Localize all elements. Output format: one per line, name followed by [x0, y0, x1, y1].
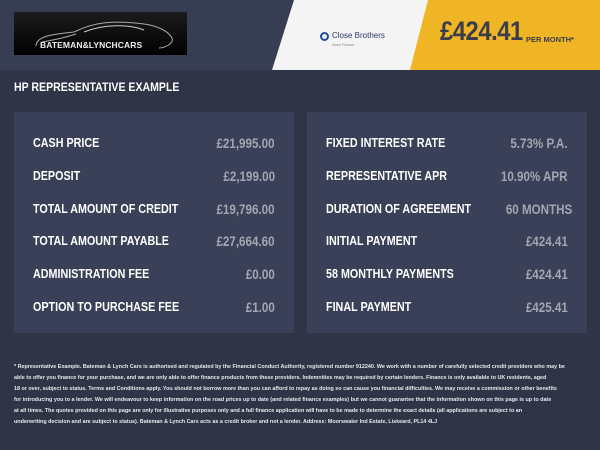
finance-row: OPTION TO PURCHASE FEE £1.00: [33, 297, 275, 317]
finance-row: INITIAL PAYMENT £424.41: [326, 231, 568, 251]
row-value: 5.73% P.A.: [510, 135, 568, 151]
row-label: ADMINISTRATION FEE: [33, 267, 150, 281]
row-label: OPTION TO PURCHASE FEE: [33, 300, 180, 314]
row-label: DEPOSIT: [33, 169, 81, 183]
finance-row: FINAL PAYMENT £425.41: [326, 297, 568, 317]
lender-name: Close Brothers: [332, 31, 385, 40]
finance-row: CASH PRICE £21,995.00: [33, 133, 275, 153]
row-value: £1.00: [245, 299, 275, 315]
row-label: REPRESENTATIVE APR: [326, 169, 448, 183]
dealer-logo[interactable]: BATEMAN&LYNCHCARS: [14, 12, 187, 55]
car-silhouette-icon: [35, 21, 173, 49]
row-label: FINAL PAYMENT: [326, 300, 412, 314]
row-label: INITIAL PAYMENT: [326, 234, 418, 248]
disclaimer-line: for introducing you to a lender. We will…: [14, 397, 552, 403]
row-value: £425.41: [526, 299, 568, 315]
finance-row: DURATION OF AGREEMENT 60 MONTHS: [326, 199, 572, 219]
row-label: TOTAL AMOUNT OF CREDIT: [33, 202, 179, 216]
row-label: DURATION OF AGREEMENT: [326, 202, 472, 216]
row-value: £21,995.00: [216, 135, 275, 151]
finance-row: TOTAL AMOUNT PAYABLE £27,664.60: [33, 231, 275, 251]
monthly-price: £424.41: [440, 16, 523, 46]
row-value: £0.00: [245, 266, 275, 282]
disclaimer-line: 18 or over, subject to status. Terms and…: [14, 386, 557, 392]
price-panel: [410, 0, 600, 70]
section-title: HP REPRESENTATIVE EXAMPLE: [14, 80, 180, 94]
row-value: 60 MONTHS: [505, 201, 573, 217]
row-label: CASH PRICE: [33, 136, 100, 150]
row-value: 10.90% APR: [501, 168, 568, 184]
finance-row: TOTAL AMOUNT OF CREDIT £19,796.00: [33, 199, 275, 219]
finance-row: FIXED INTEREST RATE 5.73% P.A.: [326, 133, 568, 153]
row-value: £2,199.00: [223, 168, 275, 184]
disclaimer-line: underwriting decision and are subject to…: [14, 419, 438, 425]
lender-panel: [272, 0, 432, 70]
per-month-label: PER MONTH*: [526, 35, 574, 44]
disclaimer-line: at all times. The quotes provided on thi…: [14, 408, 523, 414]
disclaimer-line: * Representative Example. Bateman & Lync…: [14, 364, 565, 370]
lender-logo: Close Brothers Motor Finance: [320, 25, 385, 47]
row-value: £424.41: [526, 233, 568, 249]
finance-row: 58 MONTHLY PAYMENTS £424.41: [326, 264, 568, 284]
lender-sub: Motor Finance: [332, 43, 355, 47]
disclaimer-line: able to offer you finance for your purch…: [14, 375, 547, 381]
close-brothers-icon: [320, 31, 329, 41]
row-label: FIXED INTEREST RATE: [326, 136, 446, 150]
finance-row: REPRESENTATIVE APR 10.90% APR: [326, 166, 568, 186]
disclaimer: * Representative Example. Bateman & Lync…: [14, 362, 594, 428]
finance-row: DEPOSIT £2,199.00: [33, 166, 275, 186]
row-label: 58 MONTHLY PAYMENTS: [326, 267, 454, 281]
right-finance-panel: FIXED INTEREST RATE 5.73% P.A. REPRESENTA…: [307, 112, 587, 333]
row-value: £27,664.60: [216, 233, 275, 249]
left-finance-panel: CASH PRICE £21,995.00 DEPOSIT £2,199.00 TO…: [14, 112, 294, 333]
row-label: TOTAL AMOUNT PAYABLE: [33, 234, 169, 248]
finance-row: ADMINISTRATION FEE £0.00: [33, 264, 275, 284]
row-value: £424.41: [526, 266, 568, 282]
logo-text: BATEMAN&LYNCHCARS: [40, 40, 143, 50]
row-value: £19,796.00: [216, 201, 275, 217]
